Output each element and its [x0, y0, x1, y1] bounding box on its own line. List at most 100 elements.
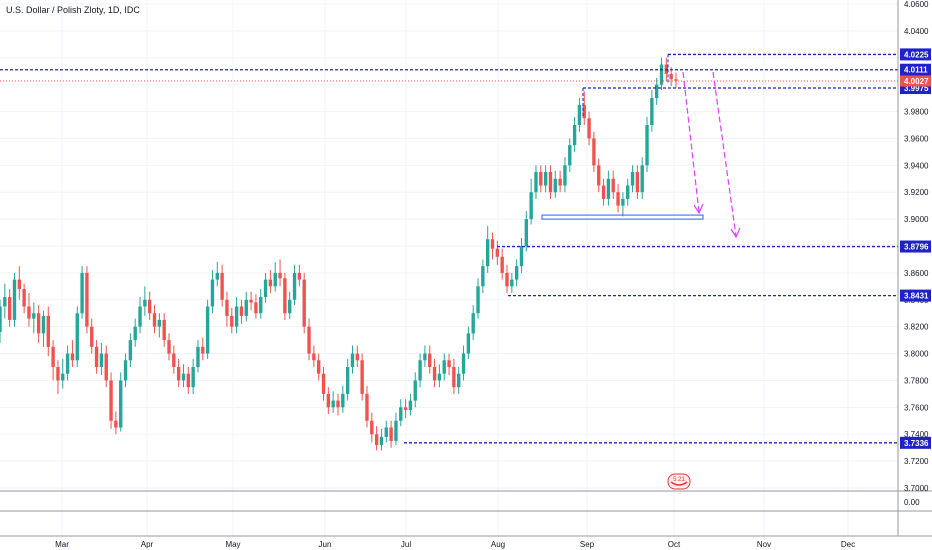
candle-body — [278, 272, 282, 279]
candle-body — [119, 380, 123, 428]
candle-body — [56, 367, 60, 381]
price-tick-label: 3.8600 — [904, 269, 929, 278]
candle-body — [138, 306, 142, 327]
candle-body — [133, 326, 137, 341]
candle — [297, 264, 302, 287]
price-tag: 3.8796 — [900, 240, 931, 253]
candle — [157, 313, 162, 338]
candle — [32, 302, 36, 334]
candle — [0, 299, 2, 343]
candle-body — [408, 400, 413, 411]
candle — [650, 90, 654, 132]
candle — [428, 345, 432, 374]
candle-body — [268, 279, 273, 287]
candle-body — [210, 279, 215, 307]
candle-body — [312, 353, 316, 361]
horizontal-level[interactable] — [667, 53, 898, 85]
candle-body — [413, 380, 417, 401]
candle-body — [61, 373, 65, 381]
candle-body — [423, 353, 427, 361]
candle-body — [485, 239, 490, 267]
price-tick-label: 3.9800 — [904, 108, 929, 117]
projection-arrow-long[interactable] — [712, 71, 737, 237]
candle-body — [41, 315, 46, 334]
projection-arrowhead-long — [730, 227, 741, 239]
candle-body — [225, 299, 229, 316]
candle — [99, 342, 104, 376]
candle-body — [297, 272, 302, 280]
candle-body — [99, 353, 104, 367]
candle-body — [616, 192, 620, 206]
candle — [572, 116, 577, 152]
candle-body — [292, 272, 297, 300]
candle-body — [205, 306, 210, 354]
candle-body — [288, 299, 292, 314]
candle — [674, 72, 678, 88]
candle-body — [12, 279, 17, 320]
candle — [370, 412, 374, 443]
projection-arrow-short[interactable] — [682, 71, 700, 213]
candle-body — [558, 178, 562, 186]
candle — [56, 360, 60, 394]
candle — [495, 240, 500, 265]
candle — [374, 426, 379, 451]
candle-body — [640, 165, 644, 193]
candle — [3, 283, 7, 319]
candle-body — [147, 299, 152, 314]
horizontal-level[interactable] — [582, 87, 898, 119]
price-tick-label: 4.0400 — [904, 27, 929, 36]
candle-body — [645, 125, 649, 166]
candle — [205, 299, 210, 359]
price-tag-label: 4.0111 — [904, 66, 928, 75]
candle — [582, 91, 586, 125]
candle-body — [51, 346, 55, 367]
candle-body — [650, 98, 654, 125]
candle-body — [167, 340, 171, 354]
candle-body — [514, 266, 519, 280]
candle — [418, 353, 422, 388]
candle — [12, 272, 17, 327]
candle — [36, 305, 41, 343]
candle-body — [109, 380, 113, 421]
candle-body — [186, 373, 191, 388]
candle-body — [490, 239, 495, 249]
candle — [553, 170, 557, 198]
chart-title: U.S. Dollar / Polish Zloty, 1D, IDC — [6, 5, 140, 15]
price-tag-bg — [900, 436, 931, 449]
price-tick-label: 3.8200 — [904, 323, 929, 332]
candle — [341, 385, 345, 413]
candle-body — [143, 299, 147, 307]
candle-body — [181, 373, 186, 381]
candle — [485, 225, 490, 273]
candle-body — [510, 279, 514, 287]
candle — [611, 170, 615, 199]
candle — [7, 289, 12, 327]
event-flag-icon[interactable]: 5 21 — [667, 473, 691, 490]
price-tick-label: 3.7400 — [904, 430, 929, 439]
time-axis[interactable]: Mar Apr May Jun Jul Aug Sep Oct Nov Dec — [55, 540, 855, 549]
candle — [109, 372, 113, 429]
candle — [268, 270, 273, 294]
current-price-label: 4.0027 — [904, 77, 929, 86]
candle-body — [654, 84, 659, 99]
price-tag-label: 3.8796 — [904, 243, 929, 252]
price-tick-label: 3.9200 — [904, 188, 929, 197]
candle-body — [476, 286, 480, 314]
candle — [288, 291, 292, 319]
candle-body — [360, 360, 364, 394]
price-tick-label: 3.7200 — [904, 457, 929, 466]
candle — [645, 116, 649, 173]
candle-body — [220, 272, 224, 300]
candle-body — [239, 306, 244, 316]
candle-body — [379, 436, 384, 445]
candle-body — [162, 319, 166, 341]
candle-body — [152, 313, 157, 327]
candle-body — [553, 178, 557, 193]
candle-body — [27, 306, 31, 319]
candle-body — [500, 256, 504, 273]
candle-body — [389, 427, 393, 441]
candle-body — [572, 125, 577, 146]
support-box[interactable] — [541, 214, 704, 220]
candle-body — [254, 302, 258, 314]
